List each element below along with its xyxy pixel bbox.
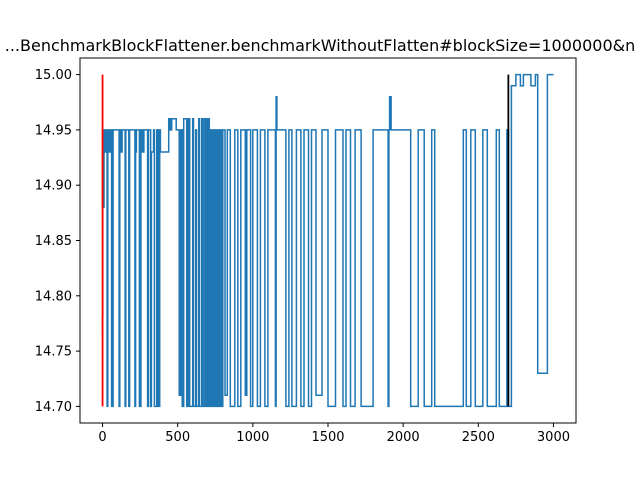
x-tick-label: 2000 [387, 430, 420, 445]
y-tick-label: 14.80 [35, 289, 72, 304]
marker-layer [101, 74, 510, 407]
x-axis: 0 500 1000 1500 2000 2500 3000 [98, 423, 570, 445]
y-axis: 14.70 14.75 14.80 14.85 14.90 14.95 15.00 [35, 68, 80, 415]
y-tick-label: 14.70 [35, 400, 72, 415]
chart-title: ...BenchmarkBlockFlattener.benchmarkWith… [5, 36, 636, 55]
y-tick-label: 14.95 [35, 123, 72, 138]
series-line-measurement [101, 73, 554, 408]
y-tick-label: 15.00 [35, 68, 72, 83]
y-tick-label: 14.75 [35, 345, 72, 360]
x-tick-label: 500 [165, 430, 190, 445]
x-tick-label: 2500 [462, 430, 495, 445]
y-tick-label: 14.85 [35, 234, 72, 249]
x-tick-label: 1500 [311, 430, 344, 445]
y-tick-label: 14.90 [35, 179, 72, 194]
series-layer [101, 73, 554, 408]
x-tick-label: 1000 [236, 430, 269, 445]
x-tick-label: 0 [98, 430, 106, 445]
x-tick-label: 3000 [537, 430, 570, 445]
